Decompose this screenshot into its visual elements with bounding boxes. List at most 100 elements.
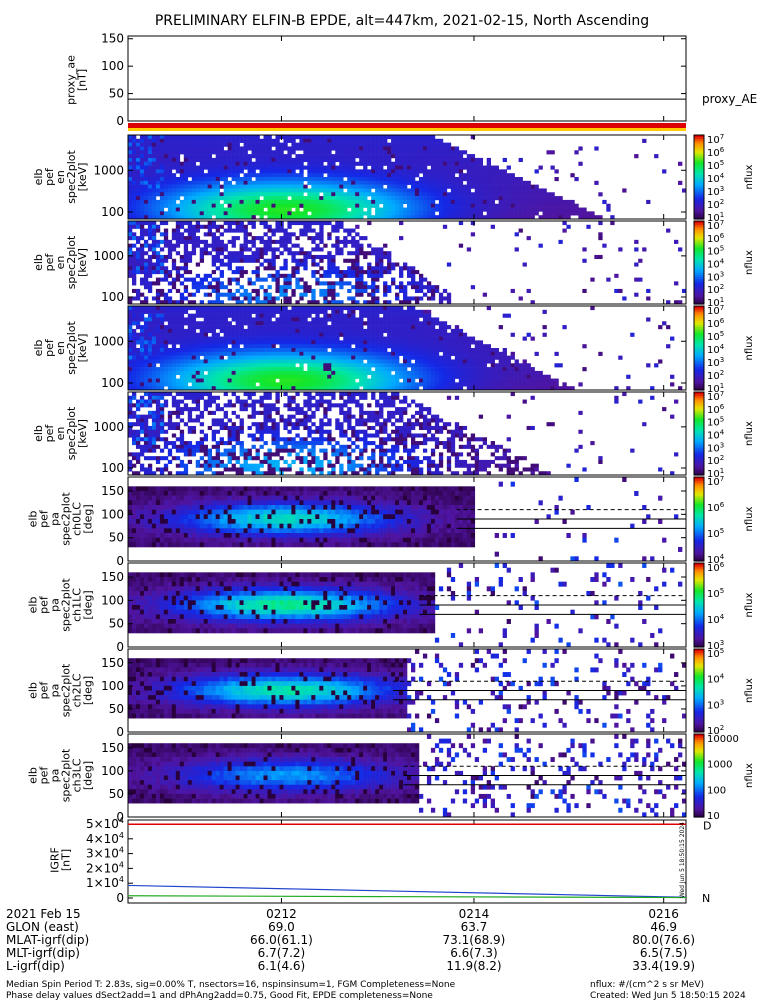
- spectrogram-cell: [299, 370, 304, 376]
- spectrogram-cell: [426, 340, 432, 345]
- spectrogram-cell: [327, 292, 332, 297]
- spectrogram-cell: [239, 359, 244, 364]
- spectrogram-cell: [375, 273, 380, 278]
- spectrogram-cell: [299, 262, 304, 267]
- spectrogram-cell: [343, 351, 348, 356]
- spectrogram-cell: [407, 165, 412, 170]
- spectrogram-cell: [235, 313, 240, 318]
- spectrogram-cell: [462, 332, 468, 337]
- spectrogram-cell: [482, 359, 488, 364]
- spectrogram-cell: [135, 157, 141, 163]
- spectrogram-cell: [195, 154, 201, 159]
- spectrogram-cell: [175, 273, 181, 278]
- spectrogram-cell: [371, 203, 376, 208]
- spectrogram-cell: [414, 196, 420, 201]
- spectrogram-cell: [414, 374, 420, 379]
- spectrogram-cell: [634, 154, 639, 159]
- spectrogram-cell: [175, 232, 181, 237]
- spectrogram-cell: [243, 239, 248, 244]
- spectrogram-cell: [171, 196, 177, 201]
- spectrogram-cell: [247, 296, 252, 301]
- spectrogram-cell: [219, 313, 224, 318]
- spectrogram-cell: [315, 169, 320, 174]
- spectrogram-cell: [167, 273, 173, 278]
- energy-spectrogram: [128, 221, 687, 305]
- spectrogram-cell: [243, 321, 248, 326]
- spectrogram-cell: [395, 359, 400, 364]
- spectrogram-cell: [379, 325, 384, 330]
- spectrogram-cell: [203, 232, 209, 237]
- spectrogram-cell: [299, 317, 304, 322]
- spectrogram-cell: [275, 321, 280, 326]
- spectrogram-cell: [203, 239, 209, 244]
- spectrogram-cell: [199, 177, 205, 182]
- spectrogram-cell: [143, 359, 149, 364]
- spectrogram-cell: [267, 211, 272, 216]
- spectrogram-cell: [195, 243, 201, 248]
- spectrogram-cell: [430, 321, 436, 326]
- spectrogram-cell: [215, 138, 220, 143]
- spectrogram-cell: [422, 332, 428, 337]
- spectrogram-cell: [279, 211, 284, 216]
- spectrogram-cell: [263, 359, 268, 364]
- spectrogram-cell: [195, 150, 201, 155]
- spectrogram-cell: [407, 142, 412, 147]
- spectrogram-cell: [128, 161, 133, 166]
- spectrogram-cell: [191, 386, 197, 391]
- spectrogram-cell: [407, 215, 412, 220]
- spectrogram-cell: [183, 296, 189, 301]
- spectrogram-cell: [478, 192, 484, 197]
- spectrogram-cell: [375, 169, 380, 174]
- spectrogram-cell: [275, 325, 280, 330]
- spectrogram-cell: [395, 386, 400, 391]
- spectrogram-cell: [558, 211, 563, 216]
- spectrogram-cell: [542, 199, 547, 205]
- spectrogram-cell: [454, 150, 460, 155]
- spectrogram-cell: [339, 169, 344, 174]
- spectrogram-cell: [275, 367, 280, 372]
- spectrogram-cell: [195, 336, 201, 341]
- spectrogram-cell: [363, 340, 368, 345]
- spectrogram-cell: [295, 180, 300, 185]
- spectrogram-cell: [410, 382, 416, 387]
- spectrogram-cell: [466, 192, 472, 197]
- spectrogram-cell: [339, 173, 344, 178]
- spectrogram-cell: [570, 203, 575, 208]
- spectrogram-cell: [395, 332, 400, 337]
- spectrogram-cell: [235, 251, 240, 256]
- spectrogram-cell: [159, 309, 165, 314]
- spectrogram-cell: [251, 317, 256, 322]
- spectrogram-cell: [666, 300, 671, 305]
- spectrogram-cell: [259, 351, 264, 356]
- spectrogram-cell: [287, 374, 292, 379]
- spectrogram-cell: [243, 196, 248, 201]
- spectrogram-cell: [155, 243, 161, 248]
- spectrogram-cell: [211, 135, 216, 140]
- spectrogram-cell: [343, 328, 348, 334]
- spectrogram-cell: [311, 254, 316, 260]
- spectrogram-cell: [434, 157, 440, 163]
- spectrogram-cell: [211, 173, 216, 178]
- spectrogram-cell: [363, 285, 368, 290]
- spectrogram-cell: [331, 142, 336, 147]
- spectrogram-cell: [211, 211, 216, 216]
- spectrogram-cell: [263, 288, 268, 293]
- spectrogram-cell: [379, 196, 384, 201]
- spectrogram-cell: [195, 285, 201, 290]
- spectrogram-cell: [303, 285, 308, 290]
- spectrogram-cell: [466, 370, 472, 376]
- spectrogram-cell: [399, 196, 404, 201]
- spectrogram-cell: [367, 332, 372, 337]
- spectrogram-cell: [183, 184, 189, 189]
- spectrogram-cell: [474, 344, 480, 349]
- spectrogram-cell: [299, 154, 304, 159]
- spectrogram-cell: [351, 169, 356, 174]
- spectrogram-cell: [414, 146, 420, 151]
- spectrogram-cell: [299, 188, 304, 193]
- spectrogram-cell: [167, 288, 173, 293]
- spectrogram-cell: [207, 386, 212, 391]
- spectrogram-cell: [414, 173, 420, 178]
- spectrogram-cell: [187, 221, 193, 226]
- spectrogram-cell: [227, 138, 232, 143]
- spectrogram-cell: [187, 355, 193, 360]
